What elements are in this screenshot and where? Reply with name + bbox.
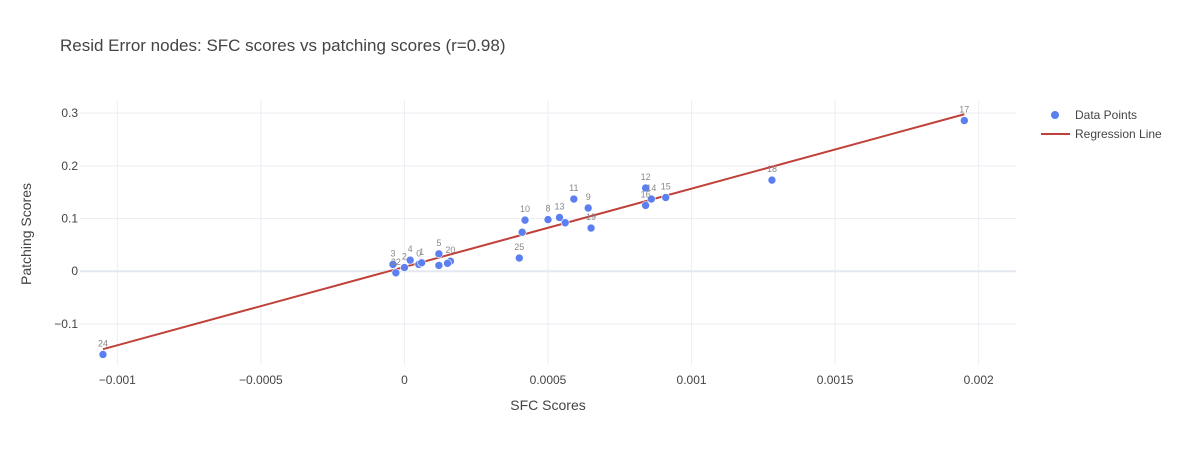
legend-label-regression-line: Regression Line bbox=[1075, 127, 1162, 141]
data-point bbox=[434, 249, 444, 259]
data-point bbox=[543, 215, 553, 224]
data-point-label: 24 bbox=[98, 338, 108, 348]
data-point bbox=[400, 263, 409, 272]
grid bbox=[80, 100, 1016, 365]
data-point-label: 15 bbox=[661, 181, 671, 191]
data-point bbox=[517, 227, 527, 237]
x-tick-label: 0.001 bbox=[677, 373, 707, 387]
data-point bbox=[647, 194, 656, 204]
data-point-label: 9 bbox=[586, 192, 591, 202]
data-point bbox=[388, 260, 398, 269]
data-point bbox=[391, 268, 401, 278]
x-tick-label: 0.0015 bbox=[817, 373, 854, 387]
data-point-label: 2 bbox=[402, 252, 407, 262]
data-points bbox=[98, 116, 969, 359]
data-point-label: 0 bbox=[416, 248, 421, 258]
x-tick-label: 0.002 bbox=[964, 373, 994, 387]
data-point-label: 16 bbox=[641, 189, 651, 199]
y-tick-label: −0.1 bbox=[54, 317, 78, 331]
x-tick-label: −0.0005 bbox=[239, 373, 283, 387]
data-point-label: 13 bbox=[554, 201, 564, 211]
legend[interactable]: Data Points Regression Line bbox=[1041, 108, 1162, 141]
data-point-label: 4 bbox=[408, 244, 413, 254]
data-point-label: 1 bbox=[419, 247, 424, 257]
data-point-label: 8 bbox=[545, 204, 550, 214]
data-point-label: 20 bbox=[445, 245, 455, 255]
x-tick-label: −0.001 bbox=[99, 373, 136, 387]
data-point-label: 11 bbox=[569, 183, 578, 193]
legend-item-data-points[interactable]: Data Points bbox=[1051, 108, 1137, 122]
data-point-label: 12 bbox=[641, 172, 651, 182]
data-point bbox=[767, 175, 777, 185]
data-point bbox=[514, 253, 524, 263]
data-point-label: 18 bbox=[767, 164, 777, 174]
x-axis-title: SFC Scores bbox=[510, 397, 585, 413]
data-point-label: 22 bbox=[391, 257, 401, 267]
data-point bbox=[434, 261, 444, 270]
data-point bbox=[586, 223, 596, 233]
data-point bbox=[520, 215, 530, 225]
x-tick-label: 0.0005 bbox=[530, 373, 567, 387]
data-point-label: 10 bbox=[520, 204, 530, 214]
data-point bbox=[641, 201, 650, 210]
data-point bbox=[641, 183, 650, 193]
regression-line bbox=[102, 113, 965, 351]
y-tick-label: 0 bbox=[71, 264, 78, 278]
legend-label-data-points: Data Points bbox=[1075, 108, 1137, 122]
data-point bbox=[405, 255, 415, 265]
legend-marker-icon bbox=[1051, 111, 1059, 119]
data-point bbox=[98, 350, 108, 359]
y-tick-label: 0.2 bbox=[61, 159, 78, 173]
data-point-label: 5 bbox=[436, 238, 441, 248]
data-point-label: 19 bbox=[586, 212, 596, 222]
data-point bbox=[417, 258, 426, 268]
legend-item-regression-line[interactable]: Regression Line bbox=[1041, 127, 1162, 141]
x-axis-ticks: −0.001 −0.0005 0 0.0005 0.001 0.0015 0.002 bbox=[99, 373, 994, 387]
data-point-label: 14 bbox=[646, 183, 656, 193]
data-point bbox=[960, 116, 969, 125]
data-point-label: 17 bbox=[959, 105, 969, 115]
data-point bbox=[661, 193, 671, 202]
data-point bbox=[555, 213, 564, 222]
data-point bbox=[583, 203, 593, 213]
y-axis-ticks: −0.1 0 0.1 0.2 0.3 bbox=[54, 106, 78, 331]
data-point bbox=[569, 194, 579, 204]
y-axis-title: Patching Scores bbox=[18, 183, 34, 285]
data-point-label: 25 bbox=[514, 242, 524, 252]
regression-line-layer bbox=[102, 113, 965, 351]
y-tick-label: 0.3 bbox=[61, 106, 78, 120]
data-point bbox=[560, 218, 570, 228]
data-point-label: 3 bbox=[390, 248, 395, 258]
x-tick-label: 0 bbox=[401, 373, 408, 387]
chart-title: Resid Error nodes: SFC scores vs patchin… bbox=[60, 36, 505, 55]
y-tick-label: 0.1 bbox=[61, 212, 78, 226]
data-point bbox=[443, 259, 452, 268]
